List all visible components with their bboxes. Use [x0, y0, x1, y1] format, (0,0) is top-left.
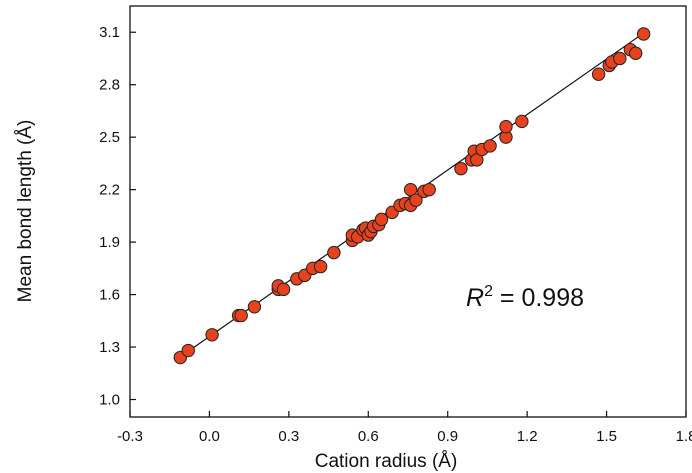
data-point [403, 182, 418, 197]
plot-frame [129, 5, 687, 418]
data-point [591, 67, 606, 81]
y-tick-label: 1.0 [99, 392, 120, 409]
data-point [499, 119, 513, 134]
x-tick-label: 0.3 [278, 428, 299, 445]
x-tick-label: 0.6 [358, 428, 379, 445]
x-axis-title: Cation radius (Å) [315, 451, 458, 472]
data-point [628, 46, 643, 60]
data-point [205, 328, 219, 342]
y-tick-label: 2.2 [99, 182, 120, 199]
y-axis-ticks: 1.0 1.3 1.6 1.9 2.2 2.5 2.8 3.1 [99, 24, 136, 409]
x-axis-ticks: -0.3 0.0 0.3 0.6 0.9 1.2 1.5 1.8 [117, 411, 692, 445]
data-point [181, 343, 195, 358]
y-tick-label: 1.3 [99, 339, 120, 356]
x-tick-label: 1.5 [596, 428, 617, 445]
data-point [327, 245, 341, 260]
data-point [234, 308, 248, 323]
y-tick-label: 3.1 [99, 24, 120, 41]
r-squared-annotation: R2 = 0.998 [466, 283, 584, 312]
y-tick-label: 2.5 [99, 129, 120, 146]
y-tick-label: 1.9 [99, 234, 120, 251]
data-point [613, 51, 627, 66]
data-point [483, 139, 497, 153]
data-points [173, 27, 651, 365]
x-tick-label: 0.9 [437, 428, 458, 445]
y-tick-label: 1.6 [99, 287, 120, 304]
data-point [515, 114, 529, 129]
x-tick-label: -0.3 [117, 428, 143, 445]
y-tick-label: 2.8 [99, 77, 120, 94]
x-tick-label: 1.2 [517, 428, 538, 445]
y-axis-title: Mean bond length (Å) [15, 120, 36, 303]
data-point [409, 193, 423, 207]
data-point [636, 27, 651, 41]
data-point [374, 212, 389, 227]
data-point [422, 182, 436, 197]
x-tick-label: 0.0 [199, 428, 220, 445]
data-point [247, 300, 262, 314]
data-point [470, 153, 484, 167]
x-tick-label: 1.8 [676, 428, 692, 445]
data-point [276, 282, 291, 297]
data-point [454, 161, 468, 176]
data-point [313, 259, 328, 274]
